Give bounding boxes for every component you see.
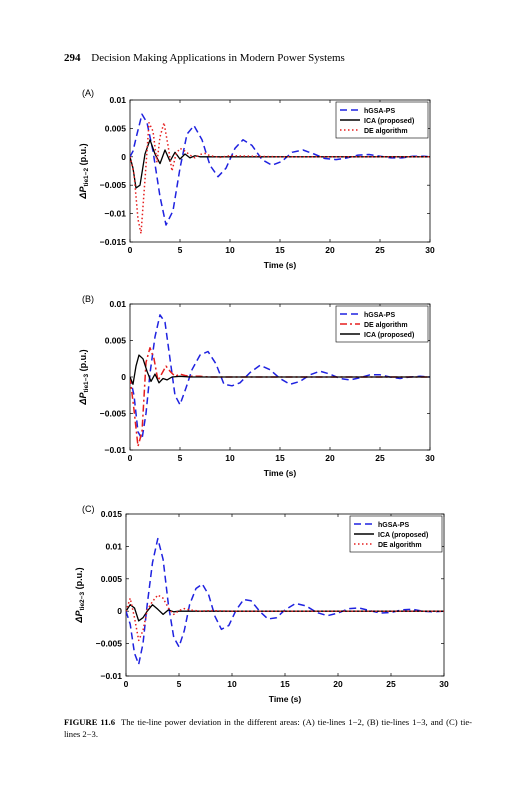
chart-tie-2-3: 0 5 10 15 20 25 30 −0.01 −0.005 0 0.005 0.01 0.015 Ti…	[74, 509, 449, 704]
y-tick-label: 0.01	[105, 541, 122, 551]
running-title: Decision Making Applications in Modern P…	[91, 52, 345, 64]
y-tick-label: −0.005	[100, 180, 127, 190]
x-tick-label: 5	[178, 245, 183, 255]
x-tick-label: 10	[225, 453, 235, 463]
y-tick-label: −0.01	[104, 445, 126, 455]
y-tick-label: 0.01	[109, 95, 126, 105]
x-tick-label: 0	[124, 679, 129, 689]
x-tick-label: 10	[227, 679, 237, 689]
legend-label: hGSA-PS	[364, 312, 395, 319]
panel-label-c: (C)	[82, 504, 95, 514]
series-line-hgsa-ps	[130, 314, 430, 440]
x-tick-label: 25	[375, 245, 385, 255]
x-tick-label: 30	[425, 245, 435, 255]
y-tick-label: −0.01	[104, 209, 126, 219]
x-axis-label: Time (s)	[264, 260, 297, 270]
legend-label: hGSA-PS	[364, 108, 395, 115]
y-tick-label: −0.005	[100, 409, 127, 419]
chart-tie-1-2: 0 5 10 15 20 25 30 −0.015 −0.01 −0.005 0 0.005 0.01 T…	[78, 95, 435, 270]
x-tick-label: 15	[275, 245, 285, 255]
legend-label: ICA (proposed)	[364, 118, 414, 125]
y-tick-label: 0.005	[105, 123, 127, 133]
x-tick-label: 15	[275, 453, 285, 463]
x-tick-label: 20	[325, 245, 335, 255]
x-tick-label: 30	[425, 453, 435, 463]
legend-label: hGSA-PS	[378, 522, 409, 529]
series-line-hgsa-ps	[130, 113, 430, 226]
y-tick-label: 0.01	[109, 299, 126, 309]
chart-tie-1-3: 0 5 10 15 20 25 30 −0.01 −0.005 0 0.005 0.01 Time (s…	[78, 299, 435, 478]
legend-label: DE algorithm	[378, 542, 422, 549]
legend-label: DE algorithm	[364, 128, 408, 135]
y-tick-label: 0.015	[101, 509, 123, 519]
legend-label: ICA (proposed)	[378, 532, 428, 539]
y-tick-label: −0.005	[96, 639, 123, 649]
y-tick-label: −0.01	[100, 671, 122, 681]
y-axis-label: ΔPtie2−3 (p.u.)	[74, 567, 86, 623]
running-header: 294 Decision Making Applications in Mode…	[64, 52, 345, 64]
figure-caption: FIGURE 11.6 The tie-line power deviation …	[64, 716, 472, 740]
y-tick-label: 0	[121, 152, 126, 162]
series-line-ica-proposed-	[130, 354, 430, 385]
series-line-ica-proposed-	[130, 139, 430, 189]
x-tick-label: 25	[386, 679, 396, 689]
x-axis-label: Time (s)	[264, 468, 297, 478]
y-tick-label: 0	[117, 606, 122, 616]
x-axis-label: Time (s)	[269, 694, 302, 704]
x-tick-label: 25	[375, 453, 385, 463]
x-tick-label: 30	[439, 679, 449, 689]
x-tick-label: 5	[177, 679, 182, 689]
y-axis-label: ΔPtie1−2 (p.u.)	[78, 143, 90, 199]
figure-caption-text: The tie-line power deviation in the diff…	[64, 717, 473, 739]
figure-label: FIGURE 11.6	[64, 717, 115, 727]
x-tick-label: 20	[333, 679, 343, 689]
x-tick-label: 20	[325, 453, 335, 463]
legend-label: DE algorithm	[364, 322, 408, 329]
y-tick-label: 0	[121, 372, 126, 382]
series-line-ica-proposed-	[126, 604, 444, 622]
y-tick-label: −0.015	[100, 237, 127, 247]
x-tick-label: 0	[128, 453, 133, 463]
y-axis-label: ΔPtie1−3 (p.u.)	[78, 349, 90, 405]
x-tick-label: 10	[225, 245, 235, 255]
series-line-de-algorithm	[130, 347, 430, 448]
x-tick-label: 15	[280, 679, 290, 689]
legend-label: ICA (proposed)	[364, 332, 414, 339]
panel-label-a: (A)	[82, 88, 94, 98]
x-tick-label: 0	[128, 245, 133, 255]
y-tick-label: 0.005	[101, 574, 123, 584]
page-number: 294	[64, 52, 81, 64]
x-tick-label: 5	[178, 453, 183, 463]
y-tick-label: 0.005	[105, 336, 127, 346]
panel-label-b: (B)	[82, 294, 94, 304]
